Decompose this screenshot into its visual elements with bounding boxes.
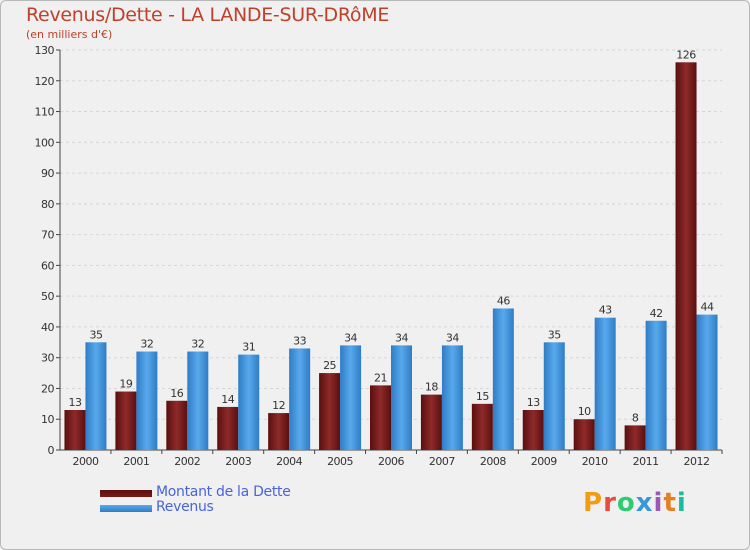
x-tick-label: 2004 — [276, 455, 302, 468]
x-tick-label: 2010 — [582, 455, 608, 468]
data-label: 10 — [578, 405, 591, 418]
legend-label-debt: Montant de la Dette — [156, 484, 291, 500]
bar-revenue — [441, 345, 463, 450]
bar-debt — [370, 385, 391, 450]
y-tick-label: 30 — [41, 352, 54, 365]
y-tick-label: 50 — [41, 290, 54, 303]
y-tick-label: 10 — [41, 413, 54, 426]
x-tick-label: 2008 — [480, 455, 506, 468]
x-tick-label: 2000 — [72, 455, 98, 468]
logo-letter: r — [603, 488, 617, 518]
data-label: 18 — [425, 381, 438, 394]
bar-debt — [217, 406, 239, 450]
bar-revenue — [645, 320, 667, 450]
bar-debt — [115, 391, 137, 450]
x-tick-label: 2002 — [174, 455, 200, 468]
data-label: 35 — [548, 328, 561, 341]
data-label: 42 — [650, 307, 663, 320]
bar-revenue — [340, 345, 362, 450]
bar-chart: 0 10 20 30 40 50 60 70 80 90 100 110 120 130 2000 13 35 2… — [35, 44, 723, 468]
data-label: 19 — [119, 378, 132, 391]
data-label: 126 — [676, 48, 696, 61]
data-label: 32 — [191, 338, 204, 351]
x-tick-label: 2007 — [429, 455, 455, 468]
bar-revenue — [543, 342, 565, 450]
bar-revenue — [391, 345, 412, 450]
x-tick-label: 2003 — [225, 455, 251, 468]
data-label: 34 — [344, 331, 357, 344]
logo-letter: P — [583, 488, 604, 518]
y-tick-label: 110 — [35, 106, 55, 119]
logo-letter: t — [663, 488, 677, 518]
x-tick-label: 2006 — [378, 455, 404, 468]
logo-letter: o — [616, 488, 636, 518]
bar-debt — [522, 410, 544, 450]
data-label: 46 — [497, 294, 510, 307]
x-tick-label: 2009 — [531, 455, 557, 468]
y-tick-label: 60 — [41, 259, 54, 272]
proxiti-logo: Proxiti — [583, 488, 687, 518]
y-tick-label: 130 — [35, 44, 55, 57]
y-tick-label: 120 — [35, 75, 55, 88]
logo-letter: i — [676, 488, 687, 518]
y-tick-label: 20 — [41, 382, 54, 395]
data-label: 15 — [476, 390, 489, 403]
legend-swatch-revenue — [100, 505, 152, 512]
y-tick-label: 40 — [41, 321, 54, 334]
data-label: 44 — [701, 301, 714, 314]
bar-debt — [420, 394, 442, 450]
data-label: 8 — [632, 411, 639, 424]
data-label: 43 — [599, 304, 612, 317]
bar-revenue — [85, 342, 107, 450]
logo-letter: i — [653, 488, 664, 518]
bar-revenue — [492, 308, 514, 450]
chart-subtitle: (en milliers d'€) — [26, 28, 113, 41]
logo-letter: x — [635, 488, 654, 518]
bar-debt — [624, 425, 646, 450]
chart-title: Revenus/Dette - LA LANDE-SUR-DRôME — [26, 4, 390, 26]
y-tick-label: 100 — [35, 136, 55, 149]
bar-debt — [166, 400, 188, 450]
bar-debt — [319, 373, 341, 450]
bar-revenue — [289, 348, 311, 450]
y-tick-label: 80 — [41, 198, 54, 211]
x-tick-label: 2005 — [327, 455, 353, 468]
bar-debt — [471, 403, 493, 450]
data-label: 35 — [89, 328, 102, 341]
bar-debt — [268, 413, 290, 450]
data-label: 33 — [293, 334, 306, 347]
data-label: 13 — [527, 396, 540, 409]
data-label: 34 — [395, 331, 408, 344]
data-label: 21 — [374, 371, 387, 384]
x-tick-label: 2012 — [684, 455, 710, 468]
data-label: 25 — [323, 359, 336, 372]
bar-debt — [573, 419, 595, 450]
data-label: 13 — [68, 396, 81, 409]
bar-debt — [64, 410, 86, 450]
bar-revenue — [238, 354, 260, 450]
data-label: 12 — [272, 399, 285, 412]
bar-debt — [675, 62, 697, 451]
y-tick-label: 90 — [41, 167, 54, 180]
bar-revenue — [594, 317, 616, 450]
legend-swatch-debt — [100, 490, 152, 497]
y-tick-label: 70 — [41, 229, 54, 242]
data-label: 34 — [446, 331, 459, 344]
x-tick-label: 2001 — [123, 455, 149, 468]
data-label: 32 — [140, 338, 153, 351]
data-label: 16 — [170, 387, 183, 400]
legend-label-revenue: Revenus — [156, 499, 214, 515]
data-label: 14 — [221, 393, 234, 406]
bar-revenue — [187, 351, 209, 450]
bar-revenue — [136, 351, 158, 450]
y-tick-label: 0 — [48, 444, 55, 457]
bar-revenue — [696, 314, 718, 450]
data-label: 31 — [242, 341, 255, 354]
x-tick-label: 2011 — [633, 455, 659, 468]
